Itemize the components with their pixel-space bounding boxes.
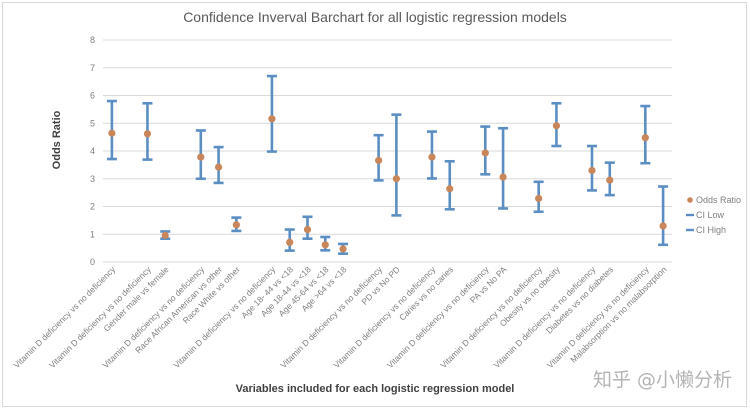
odds-ratio-point: [499, 173, 507, 181]
odds-ratio-point: [428, 153, 436, 161]
y-tick-label: 5: [90, 118, 95, 128]
y-tick-label: 3: [90, 174, 95, 184]
odds-ratio-point: [588, 166, 596, 175]
legend-label: CI Low: [696, 210, 725, 220]
y-tick-label: 0: [90, 257, 95, 267]
odds-ratio-point: [197, 153, 205, 161]
odds-ratio-point: [161, 231, 169, 239]
odds-ratio-point: [606, 176, 614, 184]
odds-ratio-point: [375, 156, 383, 165]
y-axis-title: Odds Ratio: [51, 110, 63, 169]
odds-ratio-point: [108, 129, 116, 137]
odds-ratio-point: [214, 163, 223, 171]
odds-ratio-point: [446, 185, 454, 193]
plot-marks: [106, 74, 669, 255]
y-axis-ticks: 0 1 2 3 4 5 6 7 8: [90, 35, 95, 267]
y-tick-label: 6: [90, 91, 95, 101]
legend-odds-ratio-marker: [687, 197, 693, 203]
gridlines: [103, 39, 672, 263]
y-tick-label: 7: [90, 63, 95, 73]
odds-ratio-point: [268, 115, 276, 123]
odds-ratio-point: [392, 175, 400, 183]
x-axis-title: Variables included for each logistic reg…: [236, 383, 515, 395]
odds-ratio-point: [143, 130, 152, 138]
y-tick-label: 2: [90, 202, 95, 212]
y-tick-label: 1: [90, 229, 95, 239]
odds-ratio-point: [641, 134, 649, 142]
y-tick-label: 8: [90, 35, 95, 45]
legend-label: Odds Ratio: [696, 195, 741, 205]
chart-title: Confidence Inverval Barchart for all log…: [183, 9, 567, 25]
odds-ratio-point: [321, 241, 329, 249]
watermark: 知乎 @小懒分析: [593, 369, 732, 391]
legend-label: CI High: [696, 225, 726, 235]
y-tick-label: 4: [90, 146, 95, 156]
odds-ratio-point: [535, 194, 543, 203]
odds-ratio-point: [481, 149, 489, 157]
odds-ratio-point: [286, 238, 294, 246]
x-axis-categories: Vitamin D deficiency vs no deficiencyVit…: [11, 264, 668, 370]
odds-ratio-point: [232, 221, 240, 229]
x-category-label: Race African American vs other: [133, 264, 224, 355]
odds-ratio-point: [339, 245, 347, 253]
odds-ratio-point: [552, 122, 561, 130]
odds-ratio-point: [659, 222, 667, 230]
odds-ratio-point: [303, 225, 312, 234]
legend: Odds Ratio CI Low CI High: [686, 195, 741, 235]
